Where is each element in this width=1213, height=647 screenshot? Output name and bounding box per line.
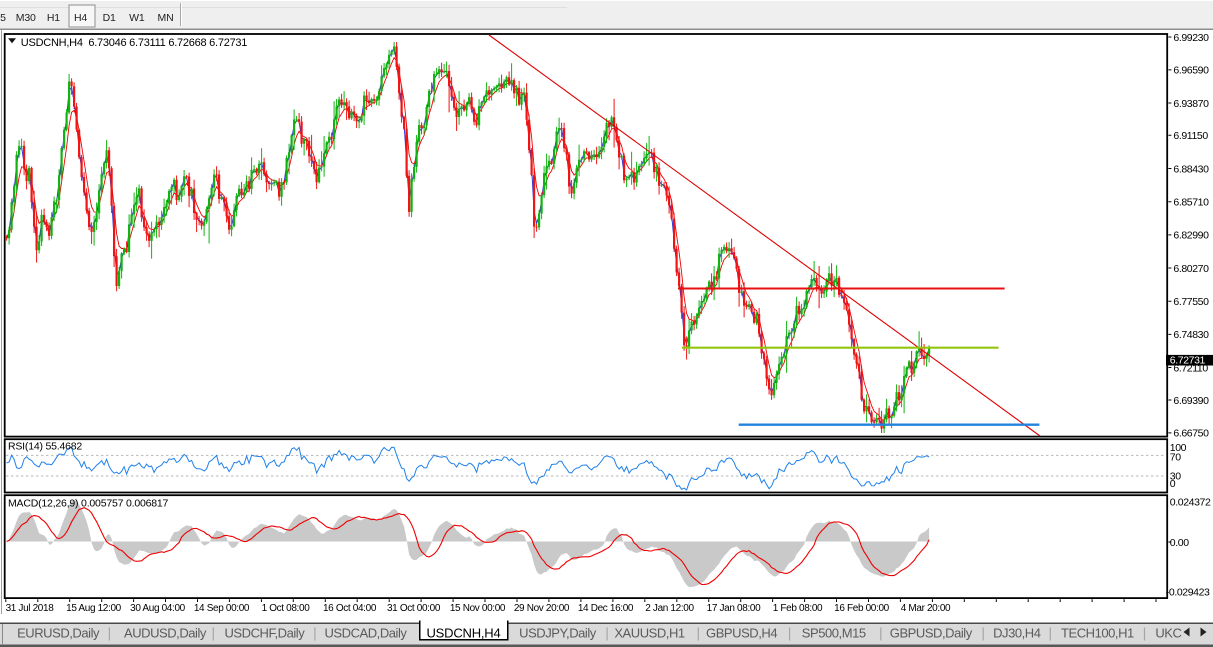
svg-text:6.99230: 6.99230	[1173, 32, 1209, 44]
svg-text:31 Oct 00:00: 31 Oct 00:00	[387, 603, 441, 614]
svg-text:GBPUSD,H4: GBPUSD,H4	[706, 626, 777, 641]
svg-text:USDCHF,Daily: USDCHF,Daily	[224, 626, 305, 641]
svg-text:6.66750: 6.66750	[1173, 428, 1209, 440]
svg-text:15 Nov 00:00: 15 Nov 00:00	[450, 603, 506, 614]
svg-text:GBPUSD,Daily: GBPUSD,Daily	[890, 626, 973, 641]
svg-text:16 Oct 04:00: 16 Oct 04:00	[323, 603, 377, 614]
svg-text:16 Feb 00:00: 16 Feb 00:00	[834, 603, 890, 614]
svg-text:MACD(12,26,9) 0.005757 0.00681: MACD(12,26,9) 0.005757 0.006817	[8, 498, 169, 510]
svg-text:USDCNH,H4: USDCNH,H4	[426, 626, 500, 641]
svg-text:15 Aug 12:00: 15 Aug 12:00	[66, 603, 122, 614]
svg-text:6.88430: 6.88430	[1173, 163, 1209, 175]
svg-text:H1: H1	[47, 12, 60, 24]
svg-text:5: 5	[0, 12, 6, 24]
svg-text:TECH100,H1: TECH100,H1	[1061, 626, 1134, 641]
svg-text:6.85710: 6.85710	[1173, 197, 1209, 209]
svg-text:W1: W1	[129, 12, 145, 24]
svg-text:1 Feb 08:00: 1 Feb 08:00	[773, 603, 823, 614]
svg-text:70: 70	[1170, 452, 1181, 464]
svg-text:UKC: UKC	[1155, 626, 1181, 641]
svg-text:6.80270: 6.80270	[1173, 263, 1209, 275]
svg-text:30 Aug 04:00: 30 Aug 04:00	[130, 603, 186, 614]
svg-text:EURUSD,Daily: EURUSD,Daily	[17, 626, 100, 641]
svg-text:USDJPY,Daily: USDJPY,Daily	[519, 626, 597, 641]
svg-text:AUDUSD,Daily: AUDUSD,Daily	[124, 626, 207, 641]
svg-text:100: 100	[1170, 442, 1187, 454]
svg-text:DJ30,H4: DJ30,H4	[993, 626, 1041, 641]
svg-text:6.74830: 6.74830	[1173, 329, 1209, 341]
svg-text:USDCNH,H4 6.73046 6.73111 6.7: USDCNH,H4 6.73046 6.73111 6.72668 6.7273…	[21, 37, 248, 49]
svg-text:30: 30	[1170, 470, 1181, 482]
svg-text:6.77550: 6.77550	[1173, 296, 1209, 308]
svg-text:-0.029423: -0.029423	[1166, 586, 1210, 598]
svg-text:14 Dec 16:00: 14 Dec 16:00	[578, 603, 634, 614]
svg-text:6.93870: 6.93870	[1173, 98, 1209, 110]
svg-text:1 Oct 08:00: 1 Oct 08:00	[262, 603, 311, 614]
svg-text:17 Jan 08:00: 17 Jan 08:00	[707, 603, 761, 614]
svg-text:14 Sep 00:00: 14 Sep 00:00	[194, 603, 250, 614]
svg-text:6.72731: 6.72731	[1170, 355, 1206, 367]
svg-text:0.00: 0.00	[1170, 537, 1189, 549]
svg-text:31 Jul 2018: 31 Jul 2018	[6, 603, 55, 614]
svg-text:6.82990: 6.82990	[1173, 230, 1209, 242]
svg-text:0: 0	[1170, 478, 1176, 490]
svg-text:29 Nov 20:00: 29 Nov 20:00	[514, 603, 570, 614]
svg-text:6.91150: 6.91150	[1173, 130, 1208, 142]
svg-text:6.69390: 6.69390	[1173, 395, 1209, 407]
svg-text:D1: D1	[103, 12, 116, 24]
svg-text:2 Jan 12:00: 2 Jan 12:00	[645, 603, 694, 614]
svg-text:MN: MN	[158, 12, 174, 24]
svg-text:RSI(14) 55.4682: RSI(14) 55.4682	[8, 440, 82, 452]
svg-text:0.024372: 0.024372	[1170, 497, 1211, 509]
svg-text:4 Mar 20:00: 4 Mar 20:00	[901, 603, 951, 614]
svg-text:H4: H4	[74, 12, 87, 24]
svg-text:M30: M30	[16, 12, 36, 24]
svg-text:6.96590: 6.96590	[1173, 65, 1209, 77]
svg-text:USDCAD,Daily: USDCAD,Daily	[324, 626, 407, 641]
svg-text:SP500,M15: SP500,M15	[802, 626, 866, 641]
svg-text:XAUUSD,H1: XAUUSD,H1	[614, 626, 685, 641]
